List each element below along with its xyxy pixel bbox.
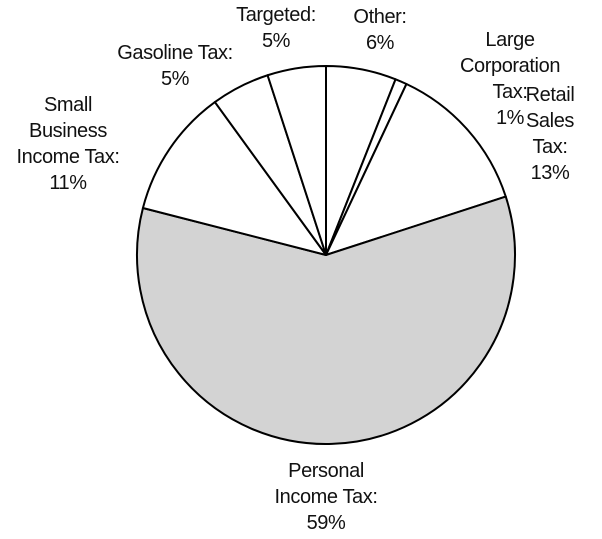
- category-label: Retail Sales Tax:: [525, 84, 575, 158]
- value-label: 11%: [49, 172, 87, 194]
- category-label: Small Business Income Tax:: [16, 94, 120, 168]
- pie-slice: [136, 195, 516, 445]
- value-label: 59%: [306, 512, 346, 534]
- pie-slice: [141, 101, 327, 256]
- value-label: 5%: [261, 30, 291, 52]
- value-label: 13%: [530, 162, 570, 184]
- value-label: 1%: [495, 107, 525, 129]
- value-label: 6%: [365, 32, 395, 54]
- category-label: Personal Income Tax:: [274, 460, 378, 508]
- slice-label: Targeted: 5%: [236, 2, 316, 54]
- pie-slice: [266, 65, 327, 256]
- category-label: Other:: [353, 6, 407, 28]
- slice-label: Other: 6%: [353, 4, 407, 56]
- slice-label: Personal Income Tax: 59%: [274, 458, 377, 536]
- slice-label: Small Business Income Tax: 11%: [16, 92, 119, 196]
- value-label: 5%: [160, 68, 190, 90]
- category-label: Large Corporation Tax:: [459, 29, 561, 103]
- slice-label: Large Corporation Tax: 1%: [459, 27, 561, 131]
- slice-label: Gasoline Tax: 5%: [117, 40, 233, 92]
- category-label: Targeted:: [236, 4, 316, 26]
- category-label: Gasoline Tax:: [117, 42, 233, 64]
- pie-slice: [325, 82, 507, 256]
- slice-label: Retail Sales Tax: 13%: [524, 82, 576, 186]
